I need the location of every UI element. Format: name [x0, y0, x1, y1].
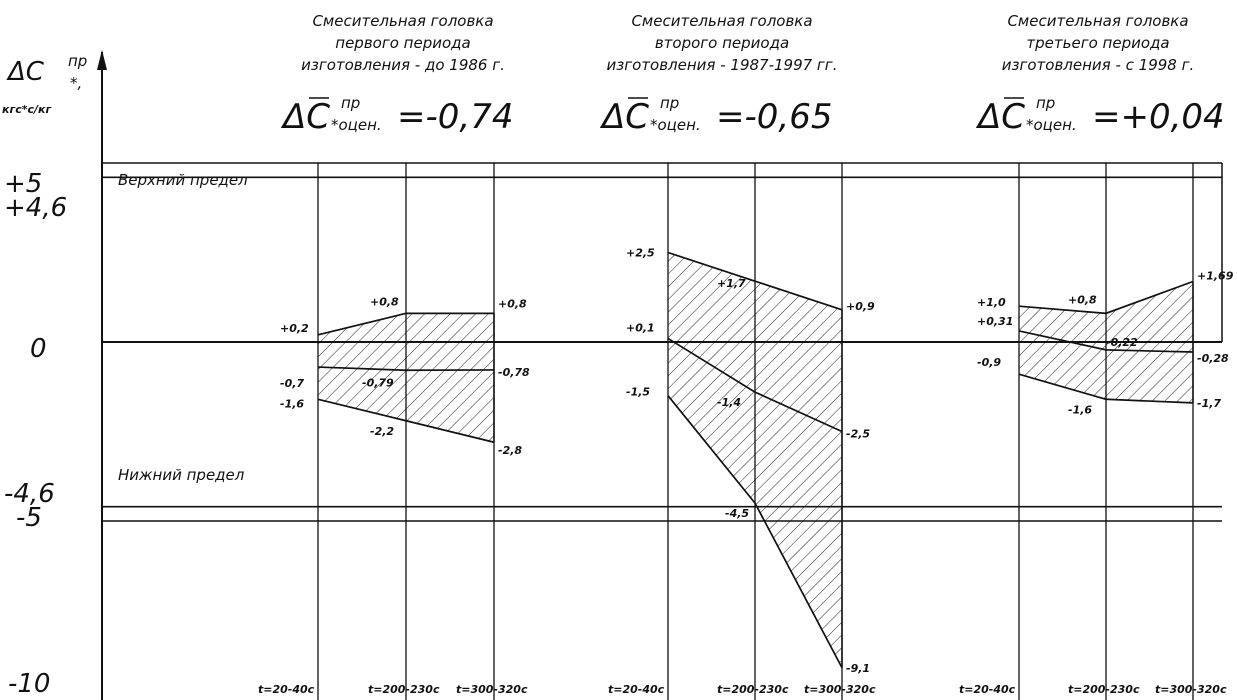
- estimate-sub: *оцен.: [1026, 116, 1077, 134]
- data-label: -1,7: [1197, 397, 1221, 410]
- limit-label: Верхний предел: [118, 171, 248, 189]
- estimate-sub: *оцен.: [650, 116, 701, 134]
- grid-lines: [97, 50, 1223, 700]
- data-label: -0,9: [977, 356, 1001, 369]
- panel-title-line: первого периода: [335, 34, 470, 52]
- x-category-label: t=300-320с: [1155, 683, 1227, 696]
- y-axis-units: кгс*с/кг: [2, 103, 52, 116]
- data-label: +0,2: [280, 322, 309, 335]
- y-axis-subscript: *,: [70, 74, 82, 92]
- estimate-sup: пр: [660, 94, 679, 112]
- data-label: -1,6: [1068, 403, 1092, 416]
- y-axis-superscript: пр: [68, 52, 87, 70]
- data-label: +0,9: [846, 300, 875, 313]
- panel-title-line: второго периода: [655, 34, 789, 52]
- data-label: +0,8: [1068, 293, 1097, 306]
- data-label: -0,28: [1197, 352, 1229, 365]
- series-line: [317, 366, 495, 372]
- series-line: [1018, 373, 1194, 404]
- x-category-label: t=200-230с: [368, 683, 440, 696]
- data-label: +0,1: [626, 321, 655, 334]
- estimate-symbol: ΔC: [975, 97, 1025, 137]
- data-label: -2,8: [498, 444, 522, 457]
- series-line: [667, 251, 843, 311]
- y-tick-label: +4,6: [4, 193, 67, 223]
- panel-title-line: Смесительная головка: [312, 12, 493, 30]
- x-category-label: t=20-40с: [258, 683, 315, 696]
- data-label: -0,78: [498, 366, 530, 379]
- data-label: +0,8: [370, 295, 399, 308]
- y-tick-label: -4,6: [4, 479, 55, 509]
- series-line: [1018, 280, 1194, 315]
- data-label: +1,0: [977, 296, 1006, 309]
- limit-label: Нижний предел: [118, 466, 245, 484]
- estimate-value: =+0,04: [1092, 97, 1225, 137]
- series-lines: [317, 251, 1194, 669]
- y-axis-symbol: ΔC: [6, 57, 45, 87]
- data-label: -2,5: [846, 428, 870, 441]
- series-line: [317, 312, 494, 336]
- data-label: -1,5: [626, 386, 650, 399]
- panel-title-line: изготовления - с 1998 г.: [1002, 56, 1195, 74]
- data-label: -0,22: [1106, 336, 1138, 349]
- data-label: +2,5: [626, 247, 655, 260]
- x-category-label: t=300-320с: [804, 683, 876, 696]
- series-line: [1018, 330, 1194, 353]
- y-tick-label: -5: [16, 503, 42, 533]
- estimate-sub: *оцен.: [331, 116, 382, 134]
- data-label: -9,1: [846, 662, 870, 675]
- estimate-symbol: ΔC: [280, 97, 330, 137]
- data-label: -0,79: [362, 376, 394, 389]
- y-axis-arrow: [97, 50, 107, 70]
- panel-title-line: изготовления - 1987-1997 гг.: [607, 56, 838, 74]
- panel-title-line: изготовления - до 1986 г.: [301, 56, 505, 74]
- x-category-label: t=200-230с: [1068, 683, 1140, 696]
- estimate-value: =-0,74: [397, 97, 513, 137]
- estimate-sup: пр: [1036, 94, 1055, 112]
- data-label: -2,2: [370, 425, 394, 438]
- estimate-symbol: ΔC: [599, 97, 649, 137]
- y-tick-label: 0: [30, 334, 47, 364]
- series-line: [667, 337, 843, 433]
- x-category-label: t=300-320с: [456, 683, 528, 696]
- data-label: +1,69: [1197, 269, 1234, 282]
- panel-title-line: третьего периода: [1026, 34, 1169, 52]
- data-label: -1,4: [717, 396, 741, 409]
- data-label: -1,6: [280, 397, 304, 410]
- data-label: +0,8: [498, 297, 527, 310]
- y-tick-label: -10: [8, 669, 50, 699]
- data-label: -0,7: [280, 377, 304, 390]
- data-label: -4,5: [725, 507, 749, 520]
- panel-title-line: Смесительная головка: [631, 12, 812, 30]
- data-label: +0,31: [977, 315, 1013, 328]
- x-category-label: t=20-40с: [959, 683, 1016, 696]
- y-tick-label: +5: [4, 169, 42, 199]
- estimate-sup: пр: [341, 94, 360, 112]
- series-line: [317, 398, 495, 444]
- estimate-value: =-0,65: [716, 97, 832, 137]
- series-line: [667, 395, 843, 669]
- chart-text: ΔC пр *, кгс*с/кг +5+4,6 0 -4,6-5 -10 Верхний пр…: [2, 12, 1234, 699]
- x-category-label: t=20-40с: [608, 683, 665, 696]
- x-category-label: t=200-230с: [717, 683, 789, 696]
- panel-title-line: Смесительная головка: [1007, 12, 1188, 30]
- data-label: +1,7: [717, 277, 746, 290]
